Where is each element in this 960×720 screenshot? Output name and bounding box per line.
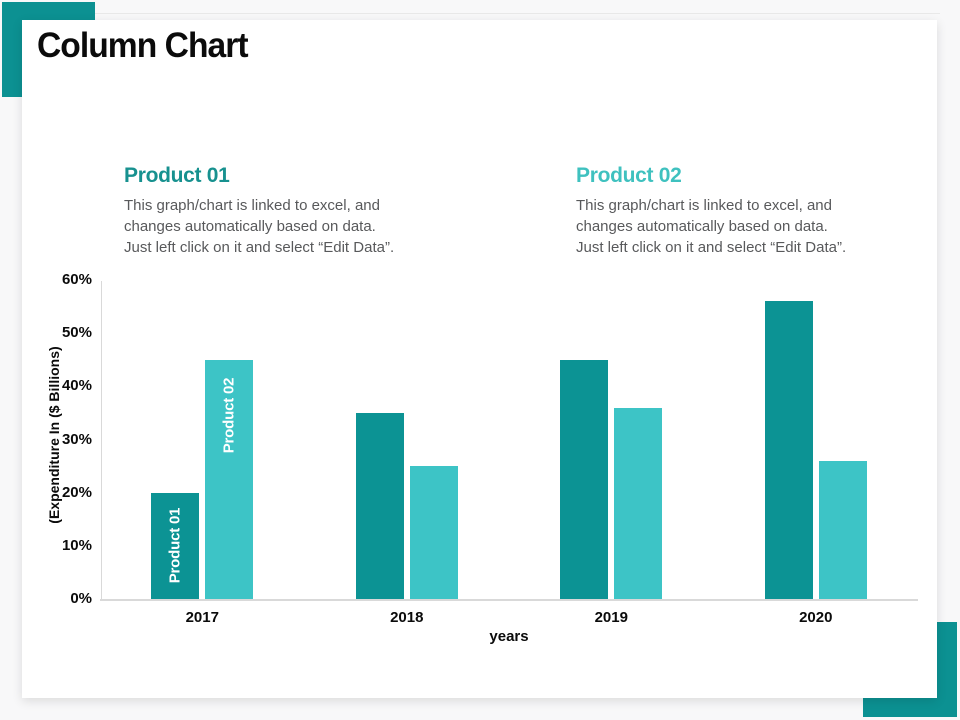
y-tick-label: 0% [70,590,92,607]
x-axis-line [100,599,918,601]
top-divider [95,13,940,14]
bar-product-01-2019 [560,359,609,599]
y-tick-label: 10% [61,536,92,554]
bar-product-02-2017 [205,359,254,599]
product-02-description: This graph/chart is linked to excel, and… [576,197,847,256]
bar-product-02-2020 [818,460,867,599]
y-axis-line [101,281,102,600]
bar-product-02-2019 [614,407,663,599]
bar-product-01-2018 [355,412,404,599]
bar-product-02-2018 [409,466,458,599]
x-tick-label: 2018 [390,609,424,626]
in-bar-series-label: Product 01 [166,508,184,584]
x-tick-label: 2019 [594,609,628,626]
product-02-block: Product 02 This graph/chart is linked to… [576,164,876,258]
bar-product-01-2017 [151,492,200,599]
bar-product-01-2020 [764,301,813,599]
x-tick-label: 2020 [799,609,833,626]
product-01-block: Product 01 This graph/chart is linked to… [124,164,424,258]
product-01-description: This graph/chart is linked to excel, and… [124,197,395,256]
y-tick-label: 30% [61,430,92,448]
product-02-heading: Product 02 [576,164,682,187]
page-title: Column Chart [37,26,249,65]
y-tick-label: 20% [61,483,92,501]
y-tick-label: 40% [61,377,92,395]
x-tick-label: 2017 [185,609,219,626]
y-tick-label: 60% [61,271,92,288]
x-axis-title: years [489,628,529,645]
y-tick-label: 50% [61,324,92,342]
product-01-heading: Product 01 [124,164,230,187]
in-bar-series-label: Product 02 [220,377,238,454]
